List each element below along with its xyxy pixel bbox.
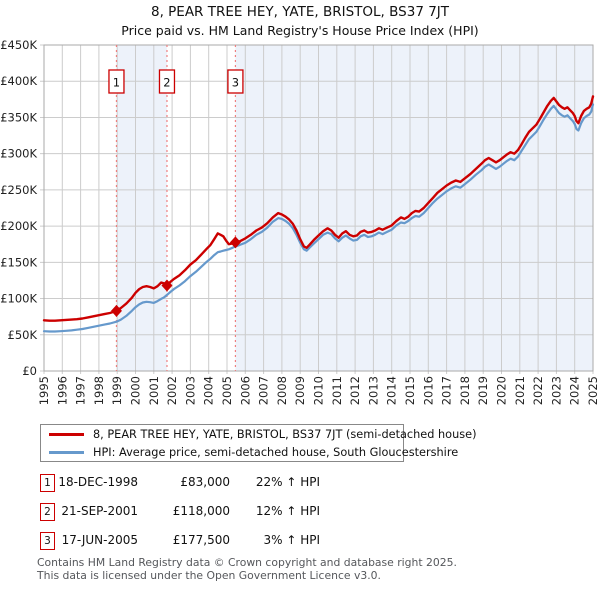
series-lines <box>42 95 595 333</box>
svg-text:2016: 2016 <box>421 376 435 405</box>
plot-frame <box>43 44 594 372</box>
svg-text:2014: 2014 <box>385 376 399 405</box>
property-line-swatch <box>49 432 84 436</box>
transaction-price: £83,000 <box>180 475 230 489</box>
legend-item-property: 8, PEAR TREE HEY, YATE, BRISTOL, BS37 7J… <box>49 427 476 442</box>
footer-line-1: Contains HM Land Registry data © Crown c… <box>37 556 457 569</box>
svg-text:2025: 2025 <box>586 376 600 405</box>
transaction-row: 3 17-JUN-2005 £177,500 3% ↑ HPI <box>0 532 600 550</box>
transaction-date: 21-SEP-2001 <box>61 504 138 518</box>
svg-text:2011: 2011 <box>330 376 344 405</box>
transaction-row: 1 18-DEC-1998 £83,000 22% ↑ HPI <box>0 474 600 492</box>
svg-text:£350K: £350K <box>0 110 37 124</box>
transaction-hpi-delta: 12% ↑ HPI <box>255 504 320 518</box>
svg-text:£250K: £250K <box>0 183 37 197</box>
svg-text:£100K: £100K <box>0 292 37 306</box>
svg-text:2004: 2004 <box>202 376 216 405</box>
svg-text:2010: 2010 <box>312 376 326 405</box>
transaction-hpi-delta: 3% ↑ HPI <box>263 533 320 547</box>
svg-text:£150K: £150K <box>0 255 37 269</box>
svg-text:1: 1 <box>113 76 120 90</box>
svg-text:2001: 2001 <box>147 376 161 405</box>
transaction-number-badge: 3 <box>40 532 55 550</box>
svg-text:3: 3 <box>232 76 239 90</box>
transaction-number-badge: 1 <box>40 474 55 492</box>
svg-text:2005: 2005 <box>220 376 234 405</box>
svg-text:2017: 2017 <box>440 376 454 405</box>
transaction-date: 17-JUN-2005 <box>61 533 138 547</box>
transaction-price: £177,500 <box>172 533 230 547</box>
svg-text:2007: 2007 <box>257 376 271 405</box>
svg-text:£200K: £200K <box>0 219 37 233</box>
y-axis-labels: £0 £50K £100K £150K £200K £250K £300K £350K £400… <box>0 38 37 378</box>
svg-text:2024: 2024 <box>568 376 582 405</box>
svg-text:1997: 1997 <box>74 376 88 405</box>
transaction-price: £118,000 <box>172 504 230 518</box>
svg-text:£50K: £50K <box>8 328 38 342</box>
svg-text:1995: 1995 <box>37 376 51 405</box>
svg-text:2003: 2003 <box>183 376 197 405</box>
svg-text:2021: 2021 <box>513 376 527 405</box>
svg-text:2012: 2012 <box>348 376 362 405</box>
svg-text:2009: 2009 <box>293 376 307 405</box>
legend-label-hpi: HPI: Average price, semi-detached house,… <box>93 445 459 459</box>
transaction-date: 18-DEC-1998 <box>58 475 138 489</box>
sale-markers: 1 2 3 <box>108 69 244 317</box>
svg-text:£0: £0 <box>22 364 37 378</box>
svg-text:2019: 2019 <box>476 376 490 405</box>
x-axis-labels: 1995 1996 1997 1998 1999 2000 2001 2002 2003 2004… <box>37 376 600 405</box>
svg-text:1998: 1998 <box>92 376 106 405</box>
svg-text:1996: 1996 <box>55 376 69 405</box>
footer-line-2: This data is licensed under the Open Gov… <box>37 568 381 582</box>
transaction-row: 2 21-SEP-2001 £118,000 12% ↑ HPI <box>0 503 600 521</box>
svg-text:2020: 2020 <box>495 376 509 405</box>
page-title: 8, PEAR TREE HEY, YATE, BRISTOL, BS37 7J… <box>150 4 450 20</box>
svg-text:£450K: £450K <box>0 38 37 52</box>
chart-legend: 8, PEAR TREE HEY, YATE, BRISTOL, BS37 7J… <box>40 424 476 462</box>
svg-text:1999: 1999 <box>110 376 124 405</box>
transaction-number-badge: 2 <box>40 503 55 521</box>
legend-item-hpi: HPI: Average price, semi-detached house,… <box>49 445 458 460</box>
page-subtitle: Price paid vs. HM Land Registry's House … <box>121 23 479 38</box>
svg-text:2022: 2022 <box>531 376 545 405</box>
svg-text:2013: 2013 <box>366 376 380 405</box>
price-chart: 1 2 3£0£50K£100K£150K£200K£250K£300K£350K£… <box>0 38 600 405</box>
ownership-bands <box>116 45 593 371</box>
svg-text:2006: 2006 <box>238 376 252 405</box>
svg-text:2023: 2023 <box>549 376 563 405</box>
grid-lines <box>40 44 594 374</box>
legend-label-property: 8, PEAR TREE HEY, YATE, BRISTOL, BS37 7J… <box>93 427 477 441</box>
svg-text:2000: 2000 <box>129 376 143 405</box>
svg-text:£400K: £400K <box>0 74 37 88</box>
transaction-hpi-delta: 22% ↑ HPI <box>255 475 320 489</box>
svg-text:2015: 2015 <box>403 376 417 405</box>
svg-text:2018: 2018 <box>458 376 472 405</box>
svg-text:2008: 2008 <box>275 376 289 405</box>
svg-text:£300K: £300K <box>0 147 37 161</box>
svg-text:2: 2 <box>163 76 170 90</box>
license-footer: Contains HM Land Registry data © Crown c… <box>37 556 457 582</box>
hpi-line-swatch <box>49 450 84 454</box>
svg-text:2002: 2002 <box>165 376 179 405</box>
